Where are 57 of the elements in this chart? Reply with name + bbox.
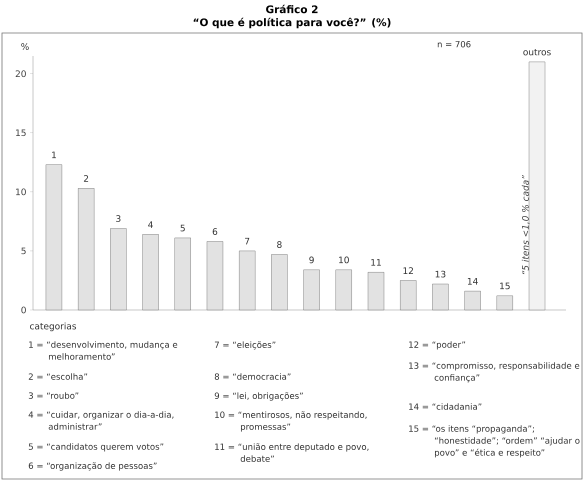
text: 5 = “candidatos querem votos” bbox=[28, 443, 164, 452]
text: 12 = “poder” bbox=[409, 341, 466, 350]
text: 8 = “democracia” bbox=[214, 373, 291, 380]
x-tick-label: 1 bbox=[52, 152, 56, 158]
text: 7 = “eleições” bbox=[214, 341, 276, 350]
bar bbox=[464, 290, 481, 310]
bar bbox=[142, 234, 159, 310]
x-tick-label: 11 bbox=[371, 259, 381, 266]
bar bbox=[174, 238, 191, 310]
bar bbox=[303, 270, 320, 310]
text: 2 = “escolha” bbox=[28, 373, 88, 380]
bar bbox=[368, 272, 384, 310]
x-tick-label: 2 bbox=[84, 175, 88, 182]
x-tick-label: 10 bbox=[339, 256, 349, 264]
bar bbox=[238, 250, 256, 310]
text: 4 = “cuidar, organizar o dia-a-dia, administrar” bbox=[28, 411, 174, 430]
text: 9 = “lei, obrigações” bbox=[214, 392, 303, 401]
bar bbox=[496, 296, 514, 310]
x-tick-label: 4 bbox=[148, 221, 153, 228]
text: 15 = “os itens “propaganda”; “honestidade”; “ordem” “ajudar o povo” e “ética e respeito” bbox=[409, 425, 580, 458]
x-tick-label: 13 bbox=[436, 270, 446, 278]
x-tick-label: 5 bbox=[180, 224, 185, 232]
x-tick-label: 3 bbox=[116, 215, 120, 222]
x-tick-label: 9 bbox=[309, 256, 314, 264]
y-tick-label: 0 bbox=[21, 306, 26, 314]
bar bbox=[110, 228, 127, 310]
bar bbox=[400, 280, 416, 310]
text: 14 = “cidadania” bbox=[409, 403, 482, 410]
bar bbox=[271, 254, 288, 310]
bar bbox=[206, 241, 224, 310]
text: 1 = “desenvolvimento, mudança e melhoramento” bbox=[29, 341, 178, 360]
bar bbox=[46, 164, 62, 310]
y-tick-label: 15 bbox=[16, 129, 26, 136]
bar bbox=[432, 284, 449, 310]
y-tick-label: 10 bbox=[16, 188, 26, 196]
x-tick-label: 6 bbox=[212, 228, 218, 235]
text: 6 = “organização de pessoas” bbox=[28, 462, 157, 471]
x-tick-label: 8 bbox=[277, 241, 282, 248]
text: 3 = “roubo” bbox=[28, 392, 78, 399]
text: n = 706 bbox=[438, 40, 471, 48]
text: 10 = “mentirosos, não respeitando, promessas” bbox=[215, 411, 367, 432]
bar bbox=[528, 62, 546, 310]
x-tick-label: 12 bbox=[403, 267, 414, 274]
text: categorias bbox=[30, 322, 76, 332]
text: 11 = “união entre deputado e povo, debate” bbox=[215, 443, 368, 462]
x-tick-label: 7 bbox=[245, 238, 250, 244]
x-tick-label: 14 bbox=[468, 278, 478, 285]
chart-title: Gráfico 2 bbox=[266, 4, 318, 14]
y-tick-label: 20 bbox=[16, 70, 26, 78]
bar bbox=[336, 270, 352, 310]
text: 13 = “compromisso, responsabilidade e confiança” bbox=[409, 362, 580, 382]
y-tick-label: 5 bbox=[21, 248, 26, 254]
chart-subtitle: “O que é política para você?” (%) bbox=[194, 18, 390, 28]
annotation: “5 itens <1,0 % cada” bbox=[522, 175, 530, 274]
x-tick-label: outros bbox=[523, 48, 551, 56]
bar bbox=[78, 188, 94, 310]
y-axis-title: % bbox=[21, 43, 29, 50]
